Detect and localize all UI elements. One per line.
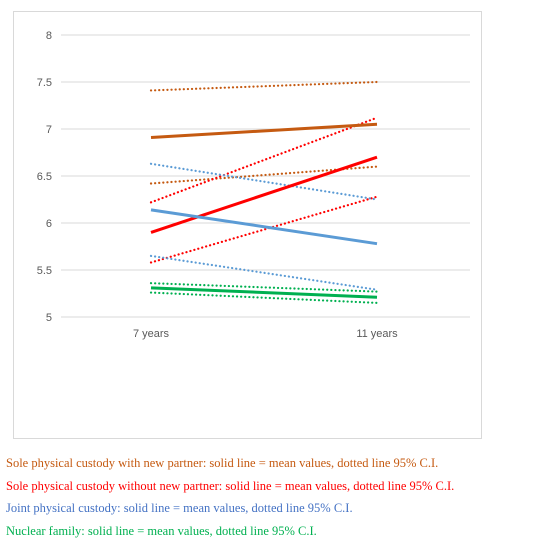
legend-entry-nuclear: Nuclear family: solid line = mean values… (6, 523, 317, 538)
series-no_partner-ci-upper-line (149, 116, 379, 204)
x-tick-label: 11 years (356, 328, 398, 340)
legend-entry-new-partner: Sole physical custody with new partner: … (6, 456, 439, 470)
series-no_partner-ci-lower-line (149, 195, 379, 264)
series-joint-ci-upper-line (149, 162, 379, 201)
series-nuclear-ci-lower-line (149, 291, 379, 304)
series-nuclear-ci-upper-line (149, 282, 379, 293)
legend-entry-no-partner: Sole physical custody without new partne… (6, 478, 455, 493)
series-new_partner-ci-upper-line (149, 80, 379, 92)
y-tick-label: 7 (46, 124, 52, 136)
chart-frame: 5 5.5 6 6.5 7 7.5 8 7 years 11 years (13, 11, 482, 439)
series-no_partner-mean-line (150, 155, 378, 234)
y-tick-label: 5.5 (37, 265, 52, 277)
y-tick-label: 5 (46, 312, 52, 324)
series-joint-mean-line (150, 208, 378, 246)
line-chart: 5 5.5 6 6.5 7 7.5 8 7 years 11 years (37, 30, 470, 340)
y-tick-label: 7.5 (37, 77, 52, 89)
series-nuclear-mean-line (150, 286, 378, 299)
y-tick-label: 6 (46, 218, 52, 230)
y-tick-label: 8 (46, 30, 52, 42)
x-tick-label: 7 years (133, 328, 170, 340)
chart-legend: Sole physical custody with new partner: … (6, 452, 546, 542)
legend-entry-joint: Joint physical custody: solid line = mea… (6, 501, 353, 515)
series-joint-ci-lower-line (149, 254, 379, 291)
series-new_partner-mean-line (150, 122, 378, 139)
y-tick-label: 6.5 (37, 171, 52, 183)
